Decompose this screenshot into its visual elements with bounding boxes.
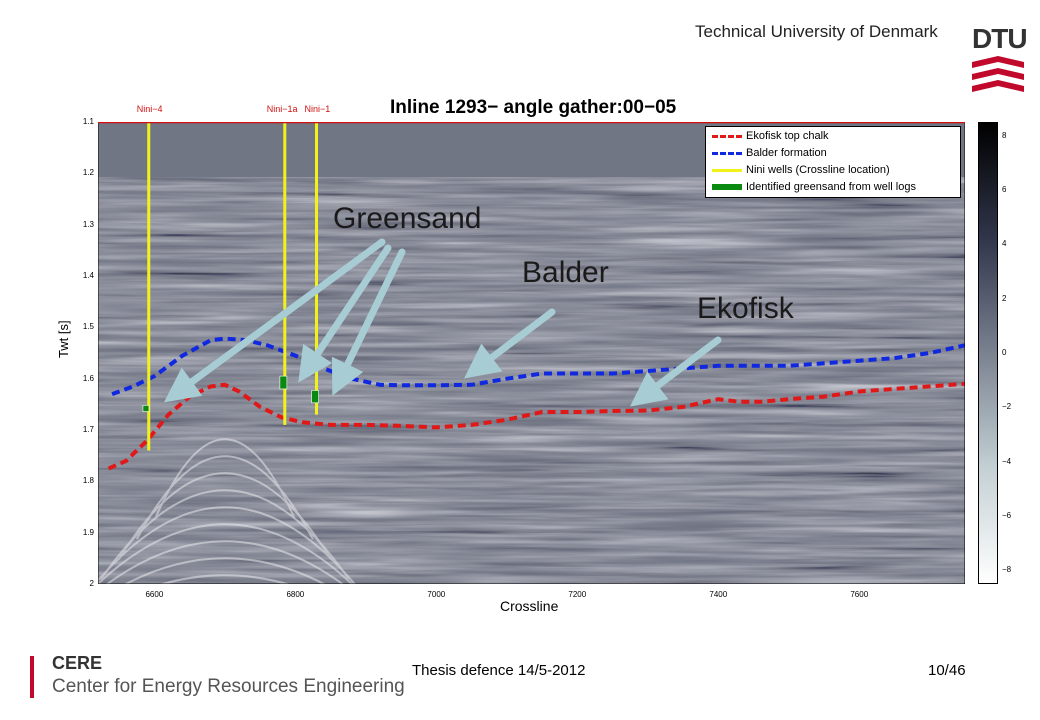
anticline-reflector [153, 438, 296, 520]
colorbar-tick-label: −2 [1002, 402, 1012, 412]
anticline-reflector [98, 506, 356, 584]
institution-title: Technical University of Denmark [695, 22, 938, 41]
y-tick-label: 1.3 [82, 219, 94, 229]
annotation-balder: Balder [522, 256, 609, 289]
colorbar-tick-label: −8 [1002, 565, 1012, 575]
y-tick-label: 1.4 [82, 271, 94, 280]
anticline-reflector [135, 455, 314, 540]
chart-legend: Ekofisk top chalk Balder formation Nini … [705, 126, 961, 198]
amplitude-colorbar [978, 122, 998, 584]
y-tick-label: 1.5 [82, 322, 94, 332]
greensand-marker [142, 405, 150, 412]
x-tick-label: 7200 [568, 590, 587, 599]
legend-item-balder: Balder formation [706, 146, 960, 160]
x-tick-label: 6600 [145, 590, 164, 599]
greensand-arrow-2 [298, 244, 392, 383]
x-tick-label: 6800 [286, 590, 305, 599]
colorbar-tick-label: 6 [1002, 184, 1007, 194]
legend-item-greensand: Identified greensand from well logs [706, 180, 960, 194]
ekofisk-arrow [630, 336, 722, 407]
colorbar-tick-label: 4 [1002, 239, 1007, 249]
x-tick-label: 7600 [850, 590, 869, 599]
y-tick-label: 1.2 [82, 168, 94, 178]
page-number: 10/46 [928, 662, 966, 679]
anticline-reflector [118, 472, 332, 560]
legend-label-balder: Balder formation [746, 147, 827, 159]
balder-arrow [464, 308, 556, 379]
greensand-marker [311, 390, 319, 404]
anticline-reflector [100, 489, 350, 580]
colorbar-tick-label: 2 [1002, 293, 1007, 303]
legend-label-ekofisk: Ekofisk top chalk [746, 130, 829, 142]
legend-swatch-greensand [712, 184, 742, 190]
x-tick-label: 7400 [709, 590, 728, 599]
legend-item-ekofisk: Ekofisk top chalk [706, 129, 960, 143]
x-axis-label: Crossline [500, 598, 559, 614]
y-tick-label: 1.8 [82, 476, 94, 486]
legend-label-greensand: Identified greensand from well logs [746, 181, 916, 193]
colorbar-tick-label: −6 [1002, 511, 1012, 521]
y-tick-label: 1.9 [82, 527, 94, 537]
seismic-section-plot [98, 122, 965, 584]
colorbar-tick-label: −4 [1002, 456, 1012, 466]
seismic-texture [98, 174, 965, 584]
greensand-arrow-1 [163, 238, 386, 403]
legend-label-wells: Nini wells (Crossline location) [746, 164, 890, 176]
annotation-greensand: Greensand [333, 202, 482, 235]
greensand-marker [279, 375, 288, 390]
y-tick-label: 2 [89, 579, 94, 588]
y-tick-label: 1.1 [82, 117, 94, 126]
legend-swatch-balder [712, 152, 742, 155]
well-label-nini-4: Nini−4 [136, 104, 163, 114]
legend-swatch-ekofisk [712, 135, 742, 138]
y-tick-label: 1.7 [82, 425, 94, 434]
footer-org-full: Center for Energy Resources Engineering [52, 676, 405, 697]
well-label-nini-1: Nini−1 [304, 104, 331, 114]
anticline-reflector [98, 523, 354, 584]
greensand-arrow-3 [331, 248, 406, 396]
x-tick-label: 7000 [427, 590, 446, 599]
footer-org-short: CERE [52, 653, 103, 673]
anticline-reflector [105, 540, 344, 584]
ekofisk-top-chalk-line [107, 381, 965, 471]
dtu-logo-text: DTU [972, 23, 1027, 54]
footer-event: Thesis defence 14/5-2012 [412, 662, 586, 679]
colorbar-tick-label: 8 [1002, 130, 1007, 140]
colorbar-tick-label: 0 [1002, 348, 1007, 357]
dtu-logo: DTU [972, 23, 1028, 92]
anticline-reflections [98, 438, 356, 584]
balder-formation-line [111, 336, 965, 396]
annotation-ekofisk: Ekofisk [697, 292, 794, 325]
legend-item-nini-wells: Nini wells (Crossline location) [706, 163, 960, 177]
footer-accent-bar [30, 656, 34, 698]
y-tick-label: 1.6 [82, 373, 94, 383]
chart-title: Inline 1293− angle gather:00−05 [390, 97, 677, 118]
anticline-reflector [124, 557, 326, 584]
legend-swatch-wells [712, 169, 742, 172]
anticline-reflector [159, 574, 291, 584]
well-label-nini-1a: Nini−1a [266, 104, 298, 114]
